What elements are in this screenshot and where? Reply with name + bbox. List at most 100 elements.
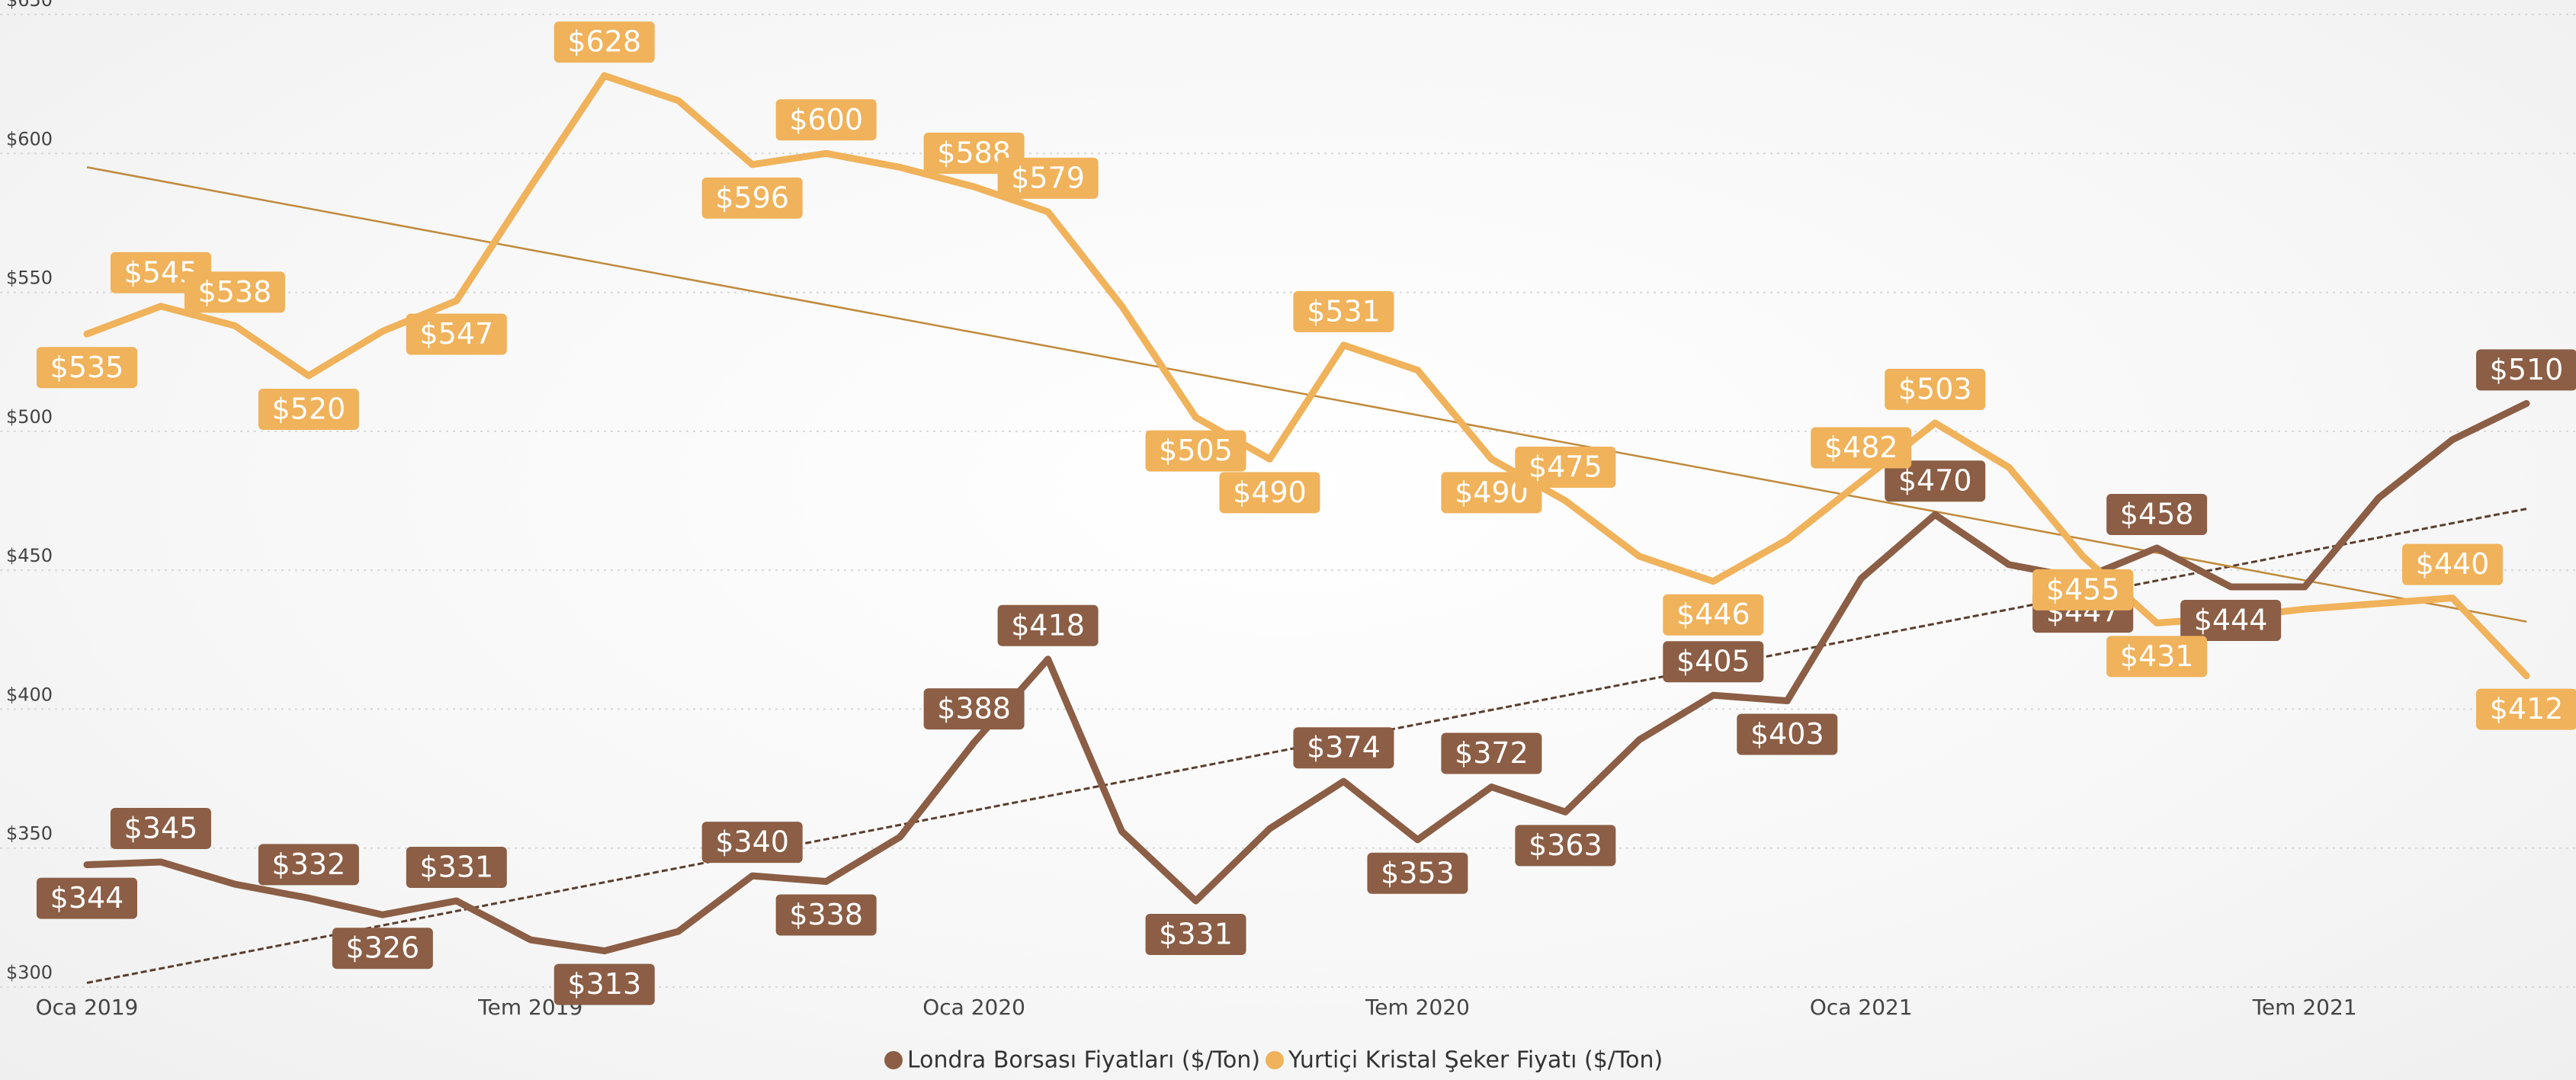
series-line — [83, 72, 2530, 680]
data-label-box — [37, 347, 137, 389]
data-label: $470 — [1885, 460, 1986, 502]
data-label: $440 — [2402, 543, 2504, 585]
data-label: $455 — [2032, 569, 2134, 611]
data-label-text: $538 — [198, 275, 272, 309]
data-label-text: $600 — [789, 103, 863, 136]
data-label: $446 — [1663, 594, 1764, 636]
data-label: $374 — [1293, 727, 1394, 769]
data-label: $331 — [1145, 913, 1246, 955]
data-label: $600 — [775, 99, 877, 141]
data-label: $628 — [553, 21, 655, 63]
data-label-text: $475 — [1529, 450, 1602, 484]
data-label-text: $505 — [1159, 434, 1233, 467]
y-tick-label: $450 — [6, 545, 53, 566]
data-label: $388 — [923, 688, 1025, 730]
data-label: $475 — [1515, 447, 1616, 488]
data-label-text: $458 — [2120, 497, 2194, 530]
data-label-text: $547 — [419, 317, 493, 351]
data-label: $345 — [110, 807, 211, 849]
data-label-box — [1663, 641, 1764, 683]
data-label-box — [1219, 472, 1320, 514]
data-label-text: $405 — [1676, 645, 1750, 678]
data-label-text: $403 — [1750, 717, 1824, 751]
data-label: $363 — [1515, 825, 1616, 867]
legend: Londra Borsası Fiyatları ($/Ton) Yurtiçi … — [884, 1047, 1663, 1074]
data-label-box — [2106, 493, 2208, 535]
y-tick-label: $600 — [6, 128, 53, 149]
data-label-box — [2476, 688, 2576, 730]
data-label-box — [701, 822, 803, 864]
data-label-box — [110, 807, 211, 849]
data-label-text: $412 — [2490, 692, 2564, 726]
data-label-box — [2402, 543, 2504, 585]
x-tick-label: Oca 2020 — [922, 995, 1025, 1020]
data-label-box — [1515, 825, 1616, 867]
legend-label: Yurtiçi Kristal Şeker Fiyatı ($/Ton) — [1288, 1047, 1663, 1074]
data-label-box — [1293, 727, 1394, 769]
data-label-box — [701, 177, 803, 219]
data-label-text: $331 — [1159, 917, 1233, 950]
series-line — [83, 399, 2530, 955]
data-label-box — [553, 963, 655, 1005]
data-label-box — [923, 688, 1025, 730]
data-label: $505 — [1145, 430, 1246, 472]
data-label: $372 — [1441, 732, 1542, 774]
data-label-text: $503 — [1898, 372, 1972, 405]
data-label-text: $340 — [715, 825, 789, 859]
data-label: $313 — [553, 963, 655, 1005]
data-label-text: $444 — [2194, 604, 2268, 637]
data-label-box — [1367, 852, 1468, 894]
data-label: $547 — [406, 313, 507, 355]
y-tick-label: $350 — [6, 823, 53, 844]
data-label-text: $431 — [2120, 639, 2194, 673]
data-label-box — [1663, 594, 1764, 636]
data-label-text: $628 — [567, 25, 641, 59]
data-label: $340 — [701, 822, 803, 864]
data-label-box — [1515, 447, 1616, 488]
data-label-box — [1145, 913, 1246, 955]
data-label: $579 — [997, 157, 1099, 199]
legend-swatch — [884, 1051, 903, 1069]
data-label-text: $490 — [1233, 476, 1307, 509]
data-label-text: $455 — [2046, 572, 2120, 606]
data-label-text: $338 — [789, 898, 863, 931]
data-label-text: $345 — [124, 811, 198, 844]
data-label-box — [2180, 600, 2282, 642]
data-label-box — [1811, 427, 1912, 469]
data-label-text: $579 — [1011, 161, 1085, 194]
data-label-text: $372 — [1455, 736, 1529, 770]
data-label: $503 — [1885, 368, 1986, 410]
data-label-text: $596 — [715, 181, 789, 214]
data-label-box — [2032, 569, 2134, 611]
x-tick-label: Oca 2021 — [1810, 995, 1913, 1020]
data-label: $490 — [1219, 472, 1320, 514]
y-tick-label: $650 — [6, 0, 53, 11]
data-label-text: $326 — [346, 931, 420, 965]
legend-label: Londra Borsası Fiyatları ($/Ton) — [907, 1047, 1260, 1074]
data-label-text: $388 — [937, 692, 1011, 726]
data-label: $482 — [1811, 427, 1912, 469]
data-label-box — [1885, 460, 1986, 502]
data-label: $353 — [1367, 852, 1468, 894]
data-label-text: $510 — [2490, 353, 2564, 386]
data-label-box — [1293, 290, 1394, 332]
data-label-box — [184, 271, 285, 313]
data-label-box — [1885, 368, 1986, 410]
data-label-box — [775, 894, 877, 936]
data-label: $531 — [1293, 290, 1394, 332]
data-label: $332 — [258, 844, 359, 886]
data-label: $405 — [1663, 641, 1764, 683]
data-label-box — [258, 844, 359, 886]
data-label-text: $535 — [50, 351, 124, 384]
data-label: $535 — [37, 347, 137, 389]
data-label: $431 — [2106, 636, 2208, 678]
data-label-box — [997, 604, 1099, 646]
data-label-text: $531 — [1307, 294, 1381, 328]
data-label: $458 — [2106, 493, 2208, 535]
data-label: $403 — [1737, 713, 1838, 755]
data-label: $326 — [332, 928, 433, 969]
data-label: $344 — [37, 877, 137, 919]
data-label-box — [406, 313, 507, 355]
data-label-text: $520 — [272, 392, 346, 425]
